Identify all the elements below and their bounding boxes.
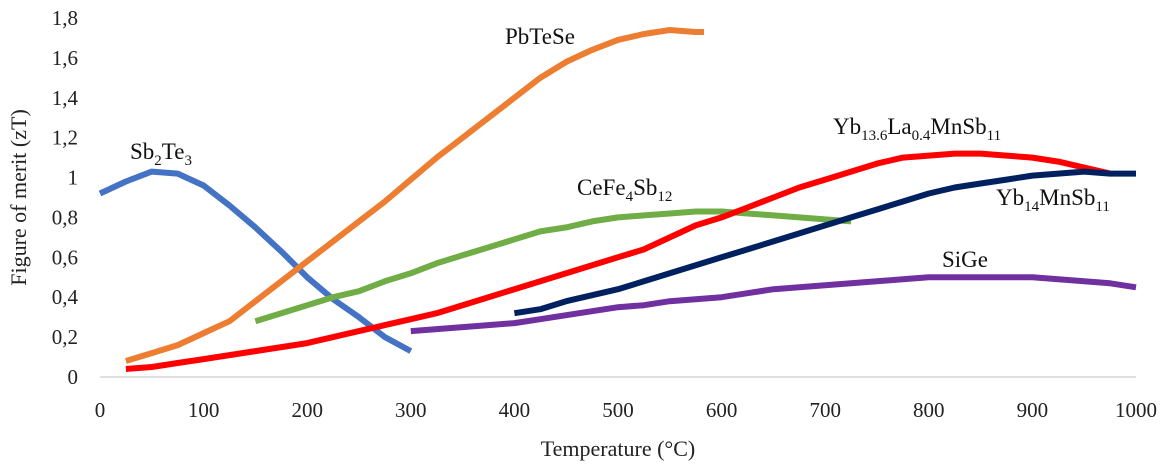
y-tick-label: 1,8	[52, 6, 78, 30]
y-tick-label: 0,2	[52, 325, 78, 349]
x-tick-label: 1000	[1115, 398, 1157, 422]
series-label-part: 11	[1095, 199, 1109, 215]
series-label-part: PbTeSe	[505, 24, 575, 49]
series-label-part: 14	[1024, 199, 1040, 215]
series-label-5: SiGe	[942, 247, 988, 272]
x-tick-label: 600	[706, 398, 738, 422]
series-label-part: CeFe	[577, 175, 626, 200]
series-label-part: La	[887, 114, 911, 139]
series-label-2: CeFe4Sb12	[577, 175, 672, 205]
series-label-part: 3	[184, 153, 192, 169]
series-label-part: Yb	[996, 185, 1024, 210]
series-label-0: Sb2Te3	[130, 139, 192, 169]
series-label-4: Yb14MnSb11	[996, 185, 1110, 215]
x-tick-labels: 0 100 200 300 400 500 600 700 800 900 1000	[95, 398, 1157, 422]
y-tick-label: 0,4	[52, 285, 79, 309]
series-label-part: 13.6	[861, 128, 888, 144]
series-line-0	[100, 172, 411, 352]
x-tick-label: 500	[602, 398, 634, 422]
x-tick-label: 100	[188, 398, 220, 422]
series-label-part: SiGe	[942, 247, 988, 272]
series-label-part: Te	[162, 139, 185, 164]
series-label-part: 2	[154, 153, 162, 169]
y-tick-label: 0	[68, 365, 79, 389]
series-label-1: PbTeSe	[505, 24, 575, 49]
series-labels: Sb2Te3PbTeSeCeFe4Sb12Yb13.6La0.4MnSb11Yb…	[130, 24, 1110, 272]
x-axis-title: Temperature (°C)	[541, 436, 695, 461]
series-label-part: Yb	[833, 114, 861, 139]
x-tick-label: 800	[913, 398, 945, 422]
x-tick-label: 700	[809, 398, 841, 422]
series-label-part: MnSb	[1039, 185, 1095, 210]
series-label-part: 11	[987, 128, 1001, 144]
y-axis-title: Figure of merit (zT)	[6, 109, 31, 286]
x-tick-label: 900	[1017, 398, 1049, 422]
y-tick-label: 0,8	[52, 205, 78, 229]
x-tick-label: 400	[499, 398, 531, 422]
y-tick-label: 1	[68, 166, 79, 190]
x-tick-label: 200	[291, 398, 323, 422]
series-label-part: 0.4	[912, 128, 931, 144]
series-label-part: Sb	[633, 175, 657, 200]
y-tick-label: 0,6	[52, 245, 78, 269]
y-tick-label: 1,4	[52, 86, 79, 110]
series-label-part: 12	[657, 189, 672, 205]
y-tick-label: 1,2	[52, 126, 78, 150]
x-tick-label: 0	[95, 398, 106, 422]
y-tick-labels: 0 0,2 0,4 0,6 0,8 1 1,2 1,4 1,6 1,8	[52, 6, 79, 389]
y-tick-label: 1,6	[52, 46, 78, 70]
series-label-3: Yb13.6La0.4MnSb11	[833, 114, 1001, 144]
series-label-part: MnSb	[930, 114, 986, 139]
x-tick-label: 300	[395, 398, 427, 422]
series-label-part: Sb	[130, 139, 154, 164]
